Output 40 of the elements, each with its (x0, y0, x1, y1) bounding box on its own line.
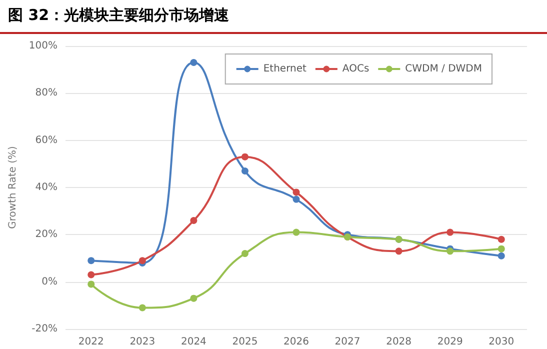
point (498, 245, 505, 252)
x-tick-label: 2026 (284, 336, 309, 348)
y-tick-label: 0% (42, 276, 58, 288)
y-axis-title: Growth Rate (%) (8, 146, 18, 229)
point (241, 153, 248, 160)
x-tick-label: 2022 (78, 336, 104, 348)
point (190, 217, 198, 224)
point (241, 250, 248, 258)
x-tick-label: 2029 (437, 336, 463, 348)
point (138, 304, 146, 312)
point (498, 252, 505, 260)
point (292, 228, 300, 236)
y-tick-label: 80% (35, 88, 58, 99)
x-tick-label: 2024 (180, 336, 206, 348)
point (88, 257, 95, 264)
point (241, 167, 248, 174)
y-tick-label: 20% (35, 229, 58, 240)
x-tick-label: 2025 (232, 336, 258, 348)
x-tick-label: 2030 (488, 336, 514, 348)
y-tick-label: -20% (32, 324, 58, 334)
x-tick-label: 2027 (334, 336, 360, 348)
legend-label: Ethernet (263, 64, 307, 74)
point (88, 280, 95, 288)
y-tick-label: 100% (28, 40, 58, 52)
y-tick-label: 40% (35, 182, 58, 193)
point (190, 59, 198, 66)
point (498, 236, 505, 243)
chart-title: 图 32：光模块主要细分市场增速 (0, 0, 547, 34)
x-tick-label: 2028 (386, 336, 412, 348)
legend-label: AOCs (342, 64, 370, 74)
point (292, 196, 300, 203)
point (395, 248, 402, 255)
point (88, 271, 95, 278)
point (446, 248, 454, 255)
point (292, 188, 300, 196)
legend-label: CWDM / DWDM (405, 64, 482, 74)
y-tick-label: 60% (35, 134, 58, 146)
point (446, 228, 454, 236)
x-tick-label: 2023 (130, 336, 156, 348)
point (190, 294, 198, 302)
